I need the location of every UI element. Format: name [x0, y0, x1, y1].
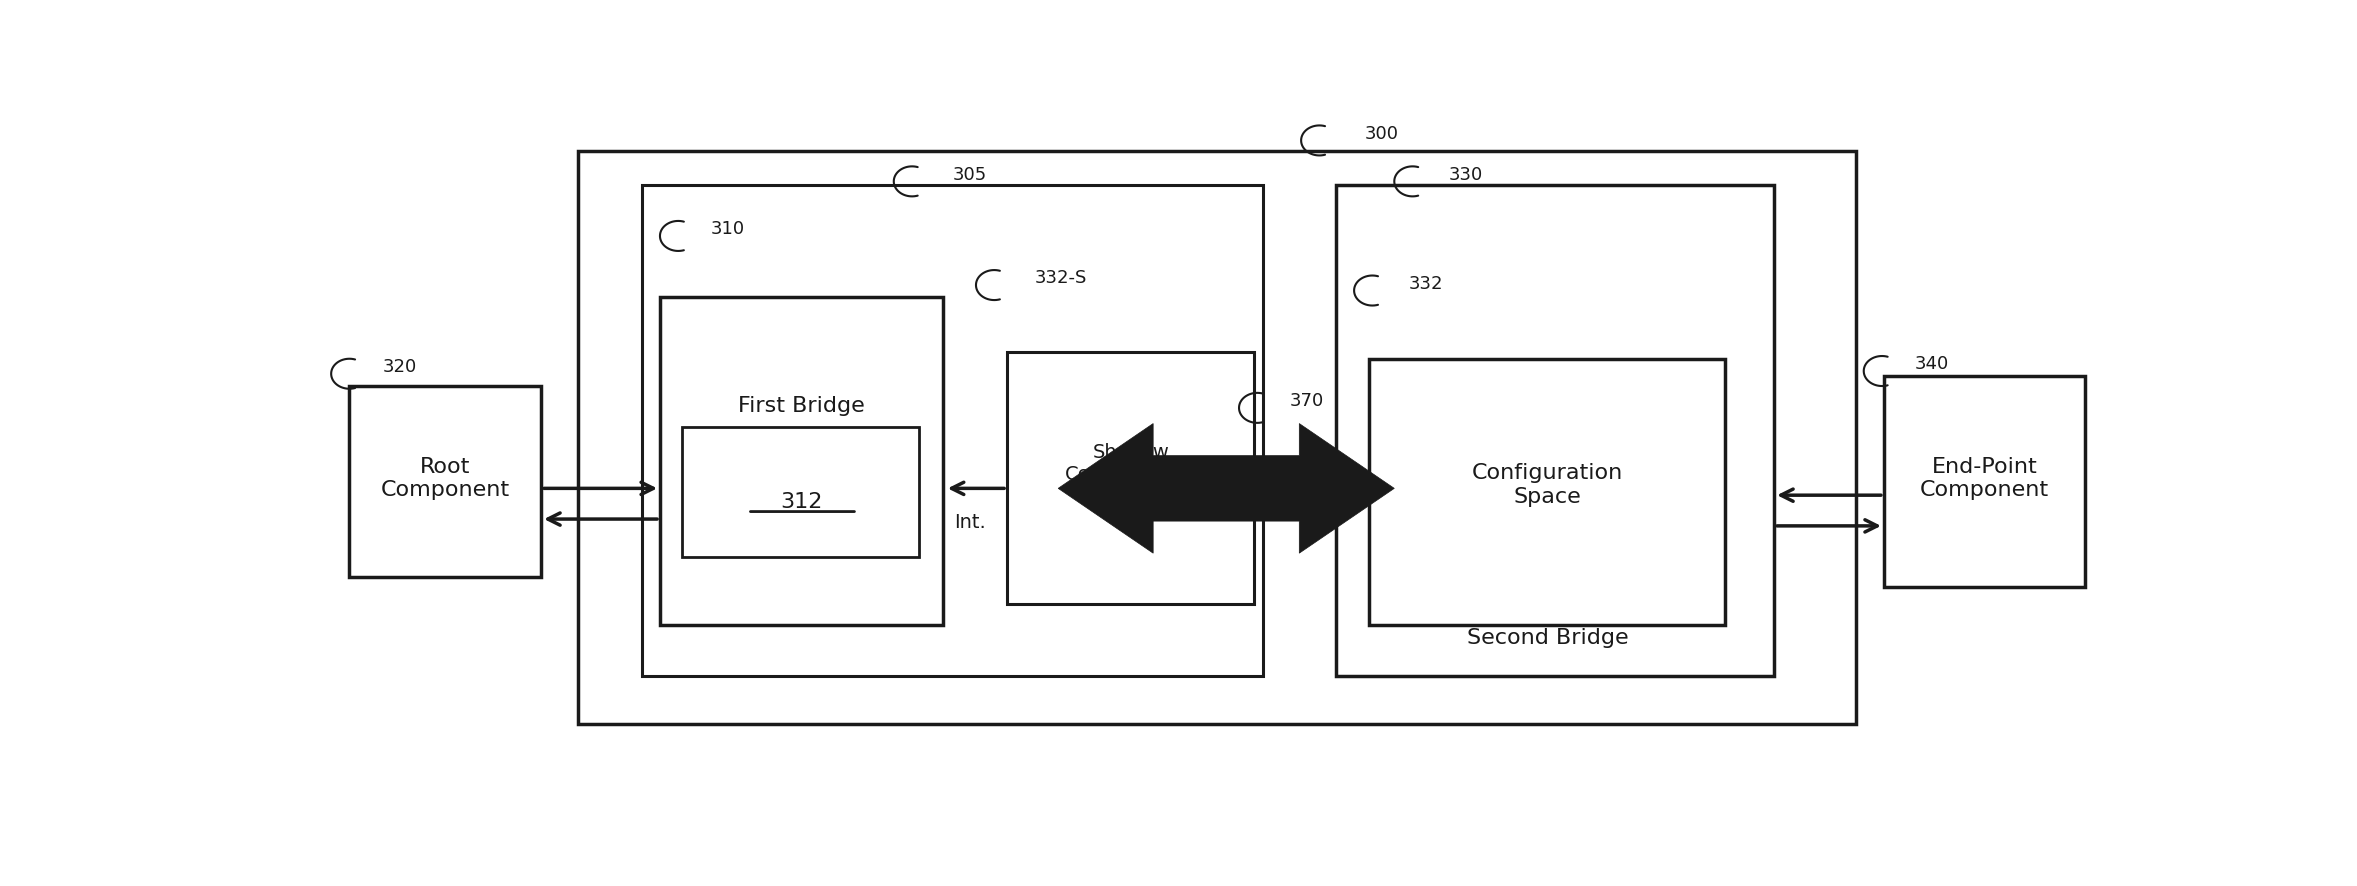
Text: Int.: Int. — [955, 513, 985, 532]
Text: 370: 370 — [1289, 392, 1325, 410]
Bar — [349, 386, 542, 577]
Text: Configuration
Space: Configuration Space — [1473, 463, 1624, 507]
Bar — [1006, 352, 1254, 604]
Text: Second Bridge: Second Bridge — [1466, 628, 1629, 649]
Text: Shadow
Configuration
space: Shadow Configuration space — [1065, 443, 1197, 506]
Bar — [660, 298, 943, 625]
Bar — [1883, 376, 2086, 587]
Bar — [1369, 359, 1725, 625]
Bar — [681, 427, 919, 556]
Text: End-Point
Component: End-Point Component — [1919, 456, 2048, 500]
Text: Root
Component: Root Component — [382, 456, 509, 500]
Text: 330: 330 — [1450, 166, 1483, 183]
Text: 300: 300 — [1365, 125, 1400, 143]
Text: 305: 305 — [952, 166, 988, 183]
Bar — [641, 185, 1263, 676]
Text: 312: 312 — [780, 492, 823, 512]
Text: 332: 332 — [1409, 275, 1442, 292]
Text: 332-S: 332-S — [1035, 269, 1087, 287]
Bar — [1336, 185, 1775, 676]
Bar — [577, 151, 1857, 724]
Text: First Bridge: First Bridge — [738, 397, 865, 416]
Text: 320: 320 — [382, 358, 417, 376]
Text: 310: 310 — [712, 220, 745, 238]
Polygon shape — [1058, 424, 1395, 553]
Text: 340: 340 — [1914, 355, 1949, 373]
